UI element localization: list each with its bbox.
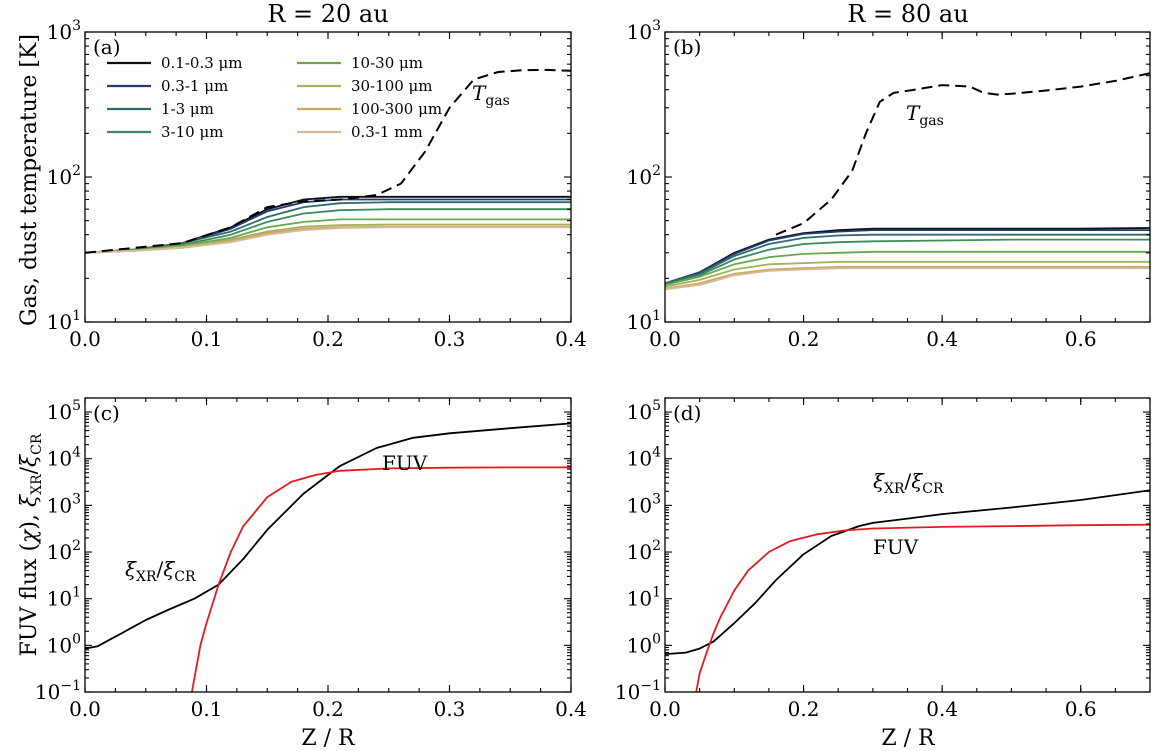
annotation-fuv: FUV bbox=[382, 451, 428, 475]
y-tick-label: 104 bbox=[627, 445, 661, 471]
y-tick-label: 10−1 bbox=[35, 678, 81, 704]
x-tick-label: 0.3 bbox=[434, 327, 466, 351]
y-axis-label-bottom: FUV flux (χ), ξXR/ξCR bbox=[17, 433, 45, 656]
series-group bbox=[85, 422, 571, 692]
series-line-tgas bbox=[775, 72, 1150, 236]
legend-label-0-1-0-3-m: 0.1-0.3 μm bbox=[161, 54, 243, 72]
series-group bbox=[665, 72, 1150, 291]
plot-frame bbox=[84, 31, 572, 323]
y-tick-label: 103 bbox=[47, 491, 81, 517]
y-tick-label: 102 bbox=[47, 163, 81, 189]
panel-b-title: R = 80 au bbox=[847, 0, 968, 28]
y-tick-label: 103 bbox=[47, 18, 81, 44]
x-tick-label: 0.3 bbox=[434, 697, 466, 721]
series-line-10-30-m bbox=[665, 250, 1150, 286]
legend-label-0-3-1-mm: 0.3-1 mm bbox=[351, 123, 423, 141]
plot-frame bbox=[664, 31, 1151, 323]
x-tick-label: 0.2 bbox=[788, 327, 820, 351]
x-tick-label: 0.2 bbox=[312, 327, 344, 351]
panel-letter: (b) bbox=[673, 35, 701, 59]
x-tick-label: 0.6 bbox=[1065, 327, 1097, 351]
y-tick-label: 101 bbox=[47, 308, 81, 334]
series-group bbox=[85, 68, 571, 254]
series-line-1-3-m bbox=[85, 201, 571, 254]
y-tick-label: 100 bbox=[627, 631, 661, 657]
series-line-30-100-m bbox=[665, 260, 1150, 288]
x-tick-label: 0.6 bbox=[1065, 697, 1097, 721]
x-tick-label: 0.2 bbox=[312, 697, 344, 721]
y-tick-label: 102 bbox=[47, 538, 81, 564]
series-line-fuv bbox=[191, 466, 571, 692]
y-tick-label: 101 bbox=[47, 585, 81, 611]
series-line-0-3-1-mm bbox=[665, 267, 1150, 291]
series-line-3-10-m bbox=[665, 238, 1150, 286]
y-tick-label: 102 bbox=[627, 163, 661, 189]
legend-label-3-10-m: 3-10 μm bbox=[161, 123, 223, 141]
x-tick-label: 0.0 bbox=[69, 697, 101, 721]
y-tick-label: 102 bbox=[627, 538, 661, 564]
legend: 0.1-0.3 μm 0.3-1 μm 1-3 μm 3-10 μm 10-30 μm 3… bbox=[107, 54, 442, 141]
x-tick-label: 0.4 bbox=[555, 697, 587, 721]
legend-label-30-100-m: 30-100 μm bbox=[351, 77, 433, 95]
y-tick-label: 101 bbox=[627, 308, 661, 334]
x-axis-label-left: Z / R bbox=[301, 726, 356, 751]
panel-d-fuv-xray-r80: 0.0 0.2 0.4 0.6 10−1 100 101 102 103 104 105 (d) ξXR… bbox=[615, 397, 1151, 721]
y-tick-label: 104 bbox=[47, 445, 81, 471]
series-line-fuv bbox=[695, 523, 1150, 692]
annotation-xr-cr: ξXR/ξCR bbox=[873, 469, 944, 497]
x-tick-label: 0.4 bbox=[555, 327, 587, 351]
x-tick-label: 0.2 bbox=[788, 697, 820, 721]
y-tick-label: 103 bbox=[627, 491, 661, 517]
annotation-fuv: FUV bbox=[873, 535, 919, 559]
x-tick-label: 0.4 bbox=[926, 697, 958, 721]
y-tick-label: 103 bbox=[627, 18, 661, 44]
series-line-1-3-m bbox=[665, 233, 1150, 285]
y-tick-label: 10−1 bbox=[615, 678, 661, 704]
series-line-tgas bbox=[85, 68, 571, 254]
legend-label-10-30-m: 10-30 μm bbox=[351, 54, 423, 72]
series-line-0-3-1-m bbox=[665, 229, 1150, 285]
panel-letter: (c) bbox=[93, 401, 120, 425]
y-tick-label: 105 bbox=[627, 398, 661, 424]
panel-letter: (d) bbox=[673, 401, 701, 425]
annotation-tgas: Tgas bbox=[472, 81, 510, 109]
x-tick-label: 0.1 bbox=[191, 327, 223, 351]
y-axis-label-top: Gas, dust temperature [K] bbox=[17, 34, 42, 326]
y-tick-label: 101 bbox=[627, 585, 661, 611]
legend-label-0-3-1-m: 0.3-1 μm bbox=[161, 77, 228, 95]
x-tick-label: 0.0 bbox=[649, 327, 681, 351]
series-line-3-10-m bbox=[85, 208, 571, 254]
panel-a-title: R = 20 au bbox=[267, 0, 388, 28]
y-tick-label: 100 bbox=[47, 631, 81, 657]
annotation-tgas: Tgas bbox=[906, 101, 944, 129]
series-line-100-300-m bbox=[665, 265, 1150, 290]
y-tick-label: 105 bbox=[47, 398, 81, 424]
series-line-xr-cr bbox=[665, 489, 1150, 655]
x-tick-label: 0.4 bbox=[926, 327, 958, 351]
series-group bbox=[665, 489, 1150, 692]
series-line-0-3-1-mm bbox=[85, 226, 571, 254]
x-tick-label: 0.0 bbox=[649, 697, 681, 721]
x-tick-label: 0.0 bbox=[69, 327, 101, 351]
panel-letter: (a) bbox=[93, 35, 121, 59]
x-tick-label: 0.1 bbox=[191, 697, 223, 721]
panel-a-temperature-r20: R = 20 au 0.0 0.1 0.2 0.3 0.4 101 102 103 (a) Tga… bbox=[47, 0, 587, 351]
legend-label-1-3-m: 1-3 μm bbox=[161, 100, 214, 118]
panel-c-fuv-xray-r20: 0.0 0.1 0.2 0.3 0.4 10−1 100 101 102 103 104 105 (c)… bbox=[35, 397, 587, 721]
plot-frame bbox=[84, 397, 572, 693]
series-line-xr-cr bbox=[85, 422, 571, 650]
annotation-xr-cr: ξXR/ξCR bbox=[125, 557, 196, 585]
x-axis-label-right: Z / R bbox=[881, 726, 936, 751]
panel-b-temperature-r80: R = 80 au 0.0 0.2 0.4 0.6 101 102 103 (b) Tgas bbox=[627, 0, 1151, 351]
legend-label-100-300-m: 100-300 μm bbox=[351, 100, 442, 118]
